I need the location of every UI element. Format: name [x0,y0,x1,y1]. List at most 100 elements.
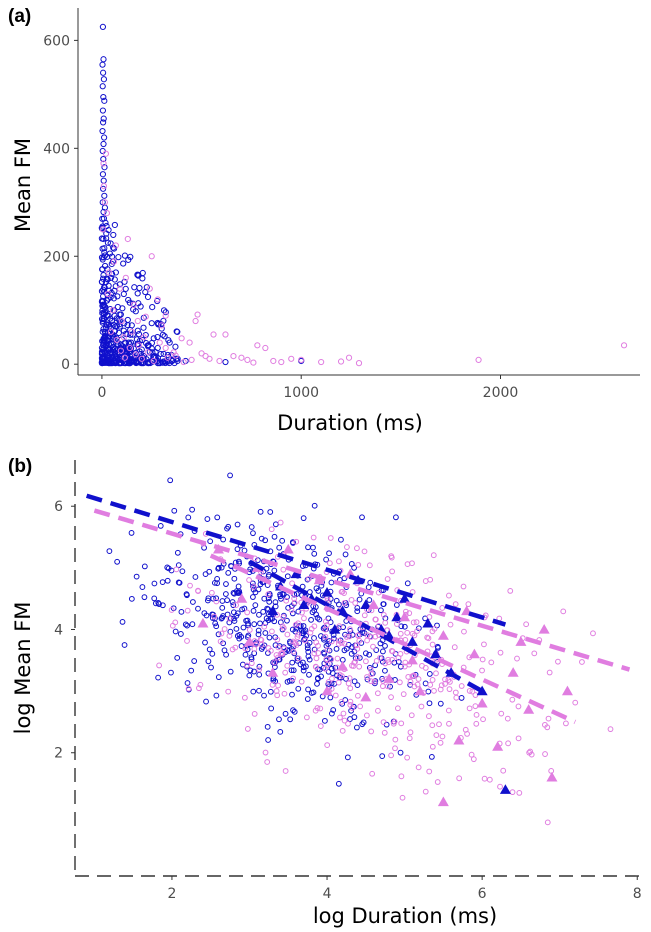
panel-b-point-pink [393,621,400,627]
panel-b-point-pink [250,584,257,590]
panel-b-point-pink [327,535,334,541]
panel-b-point-pink [446,720,452,727]
panel-b-point-blue [174,549,181,556]
panel-b-point-pink [284,662,291,669]
panel-a-point-blue [100,336,108,343]
panel-b-point-pink [424,634,431,641]
panel-b-point-pink [466,688,473,694]
panel-b-point-blue [314,680,320,687]
panel-a-point-blue [101,192,108,199]
panel-a-point-blue [122,340,129,347]
panel-b-point-pink [407,729,414,736]
panel-b-point-pink [373,657,380,664]
panel-b-point-pink [324,647,331,653]
panel-b-point-blue [362,650,369,657]
panel-a-point-blue [134,340,141,348]
panel-b-triangle-blue [406,636,418,646]
panel-b-point-blue [313,585,320,592]
panel-b: (b) 2 4 6 8 2 4 6 log Duration (ms) log Mean F… [8,456,645,928]
panel-b-point-pink [341,717,348,724]
panel-a-y-tick-label: 0 [61,357,70,373]
panel-b-point-pink [307,629,314,636]
panel-b-point-pink [229,646,236,653]
panel-b-point-blue [234,589,241,596]
panel-b-point-blue [265,737,272,743]
panel-a-point-blue [112,352,119,360]
panel-b-point-pink [473,711,480,718]
panel-b-point-pink [363,712,370,719]
panel-b-point-blue [262,620,269,626]
panel-b-point-pink [349,662,355,669]
panel-b-point-blue [288,667,295,674]
panel-b-point-pink [294,634,301,640]
panel-a-point-pink [192,317,199,325]
panel-b-point-blue [261,692,267,699]
panel-b-point-pink [431,687,437,694]
panel-a-point-blue [127,331,134,338]
panel-b-point-blue [329,710,335,717]
panel-b-point-blue [326,550,332,557]
panel-b-point-pink [388,648,395,654]
panel-b-point-blue [458,695,465,701]
panel-a-point-blue [110,245,118,252]
panel-b-point-pink [497,783,503,790]
panel-b-point-pink [289,580,296,587]
panel-a-point-pink [112,242,119,249]
panel-a-point-blue [99,275,107,282]
panel-a-point-blue [99,256,106,263]
panel-b-point-pink [382,660,389,667]
panel-b-point-pink [392,745,398,752]
panel-b-point-pink [341,640,348,647]
panel-a-y-title: Mean FM [11,138,35,232]
panel-b-point-pink [283,597,290,604]
panel-a-point-blue [160,358,167,365]
panel-b-point-blue [189,506,196,513]
panel-b-point-pink [590,630,596,637]
panel-b-point-pink [460,583,467,590]
panel-a-point-pink [172,352,179,359]
panel-b-point-blue [247,566,254,573]
panel-b-point-blue [223,581,229,587]
panel-a-point-blue [99,23,107,30]
panel-b-point-pink [265,645,272,651]
panel-b-point-blue [306,639,313,646]
panel-b-point-pink [349,705,356,711]
panel-b-point-blue [205,658,212,665]
panel-b-point-pink [453,694,460,701]
panel-b-point-blue [265,617,272,624]
panel-b-point-pink [343,634,350,640]
panel-b-x-tick-label: 8 [633,886,642,902]
panel-b-point-pink [322,618,329,625]
panel-b-point-blue [290,707,296,714]
panel-a-point-pink [140,334,147,341]
panel-a-point-blue [103,357,110,365]
panel-b-point-pink [293,538,300,545]
panel-a-point-blue [100,119,107,126]
panel-b-point-pink [269,628,275,635]
panel-b-point-blue [206,646,213,653]
panel-b-point-pink [277,519,284,526]
panel-a-point-pink [216,357,223,365]
panel-b-point-pink [398,720,405,727]
panel-b-point-blue [333,645,340,652]
panel-b-point-pink [241,694,248,701]
panel-b-point-blue [435,645,441,651]
panel-b-point-pink [447,621,454,628]
panel-a-point-blue [134,271,141,278]
panel-a-point-blue [100,115,107,122]
panel-b-point-blue [156,601,162,607]
panel-b-triangle-pink [437,630,449,640]
panel-b-point-blue [296,623,303,630]
panel-b-point-pink [315,650,322,656]
panel-a-point-pink [180,358,187,366]
panel-b-point-blue [264,605,271,612]
panel-a-point-pink [105,269,112,276]
panel-a-point-pink [262,344,269,352]
panel-b-point-pink [244,609,251,616]
panel-b-point-blue [341,647,348,654]
panel-b-point-blue [220,536,227,543]
panel-b-point-blue [190,599,196,605]
panel-b-point-blue [164,577,171,584]
panel-b-point-blue [277,728,284,735]
panel-b-point-pink [546,669,553,676]
